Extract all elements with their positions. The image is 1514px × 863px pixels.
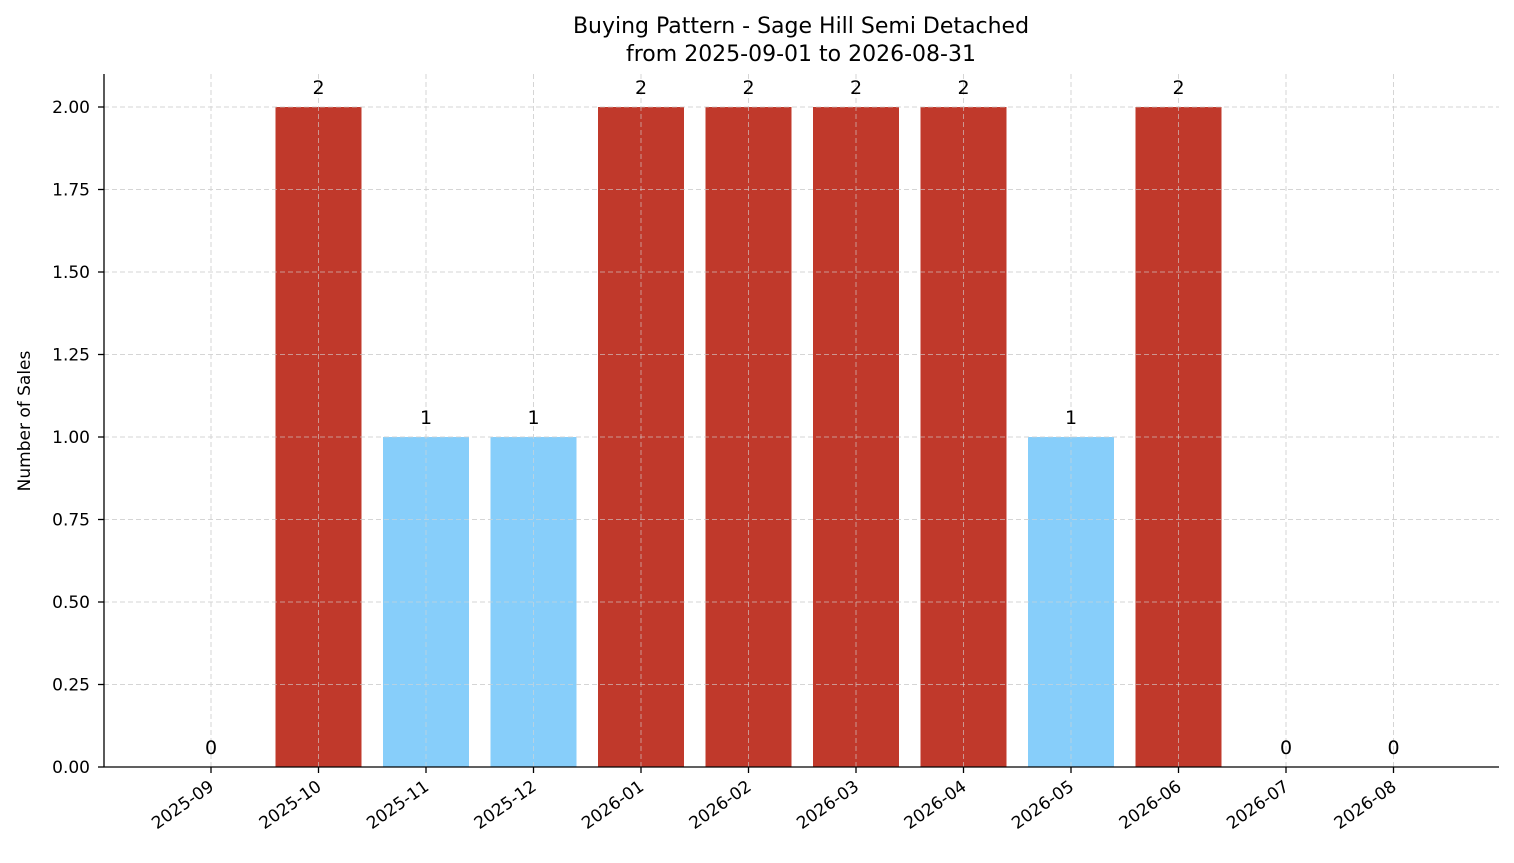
x-tick-label: 2026-04 <box>901 777 971 834</box>
y-tick-label: 0.50 <box>52 593 90 613</box>
y-tick-label: 2.00 <box>52 98 90 118</box>
data-label: 0 <box>1280 737 1292 759</box>
x-tick-label: 2026-01 <box>578 777 648 834</box>
y-tick-label: 1.25 <box>52 346 90 366</box>
y-tick-label: 1.50 <box>52 263 90 283</box>
x-tick-label: 2025-09 <box>148 777 218 834</box>
x-tick-label: 2025-10 <box>256 777 326 834</box>
x-tick-label: 2025-12 <box>471 777 541 834</box>
data-label: 2 <box>312 77 324 99</box>
x-tick-label: 2026-08 <box>1331 777 1401 834</box>
x-tick-label: 2026-07 <box>1223 777 1293 834</box>
y-axis-label: Number of Sales <box>15 350 35 491</box>
data-label: 1 <box>1065 407 1077 429</box>
data-label: 2 <box>957 77 969 99</box>
chart-title-line1: Buying Pattern - Sage Hill Semi Detached <box>573 14 1029 39</box>
y-tick-label: 0.00 <box>52 758 90 778</box>
data-label: 0 <box>1387 737 1399 759</box>
data-label: 0 <box>205 737 217 759</box>
y-tick-label: 1.00 <box>52 428 90 448</box>
data-label: 2 <box>850 77 862 99</box>
x-tick-label: 2026-03 <box>793 777 863 834</box>
data-label: 2 <box>1172 77 1184 99</box>
data-label: 1 <box>527 407 539 429</box>
y-tick-label: 0.25 <box>52 676 90 696</box>
y-tick-label: 1.75 <box>52 181 90 201</box>
data-label: 1 <box>420 407 432 429</box>
y-tick-label: 0.75 <box>52 511 90 531</box>
x-tick-label: 2026-02 <box>686 777 756 834</box>
x-tick-label: 2026-06 <box>1116 777 1186 834</box>
axes <box>98 74 1499 773</box>
x-tick-label: 2026-05 <box>1008 777 1078 834</box>
data-label: 2 <box>742 77 754 99</box>
grid-overlay <box>104 74 1499 768</box>
x-tick-label: 2025-11 <box>363 777 433 834</box>
data-label: 2 <box>635 77 647 99</box>
chart-title-line2: from 2025-09-01 to 2026-08-31 <box>626 42 976 67</box>
